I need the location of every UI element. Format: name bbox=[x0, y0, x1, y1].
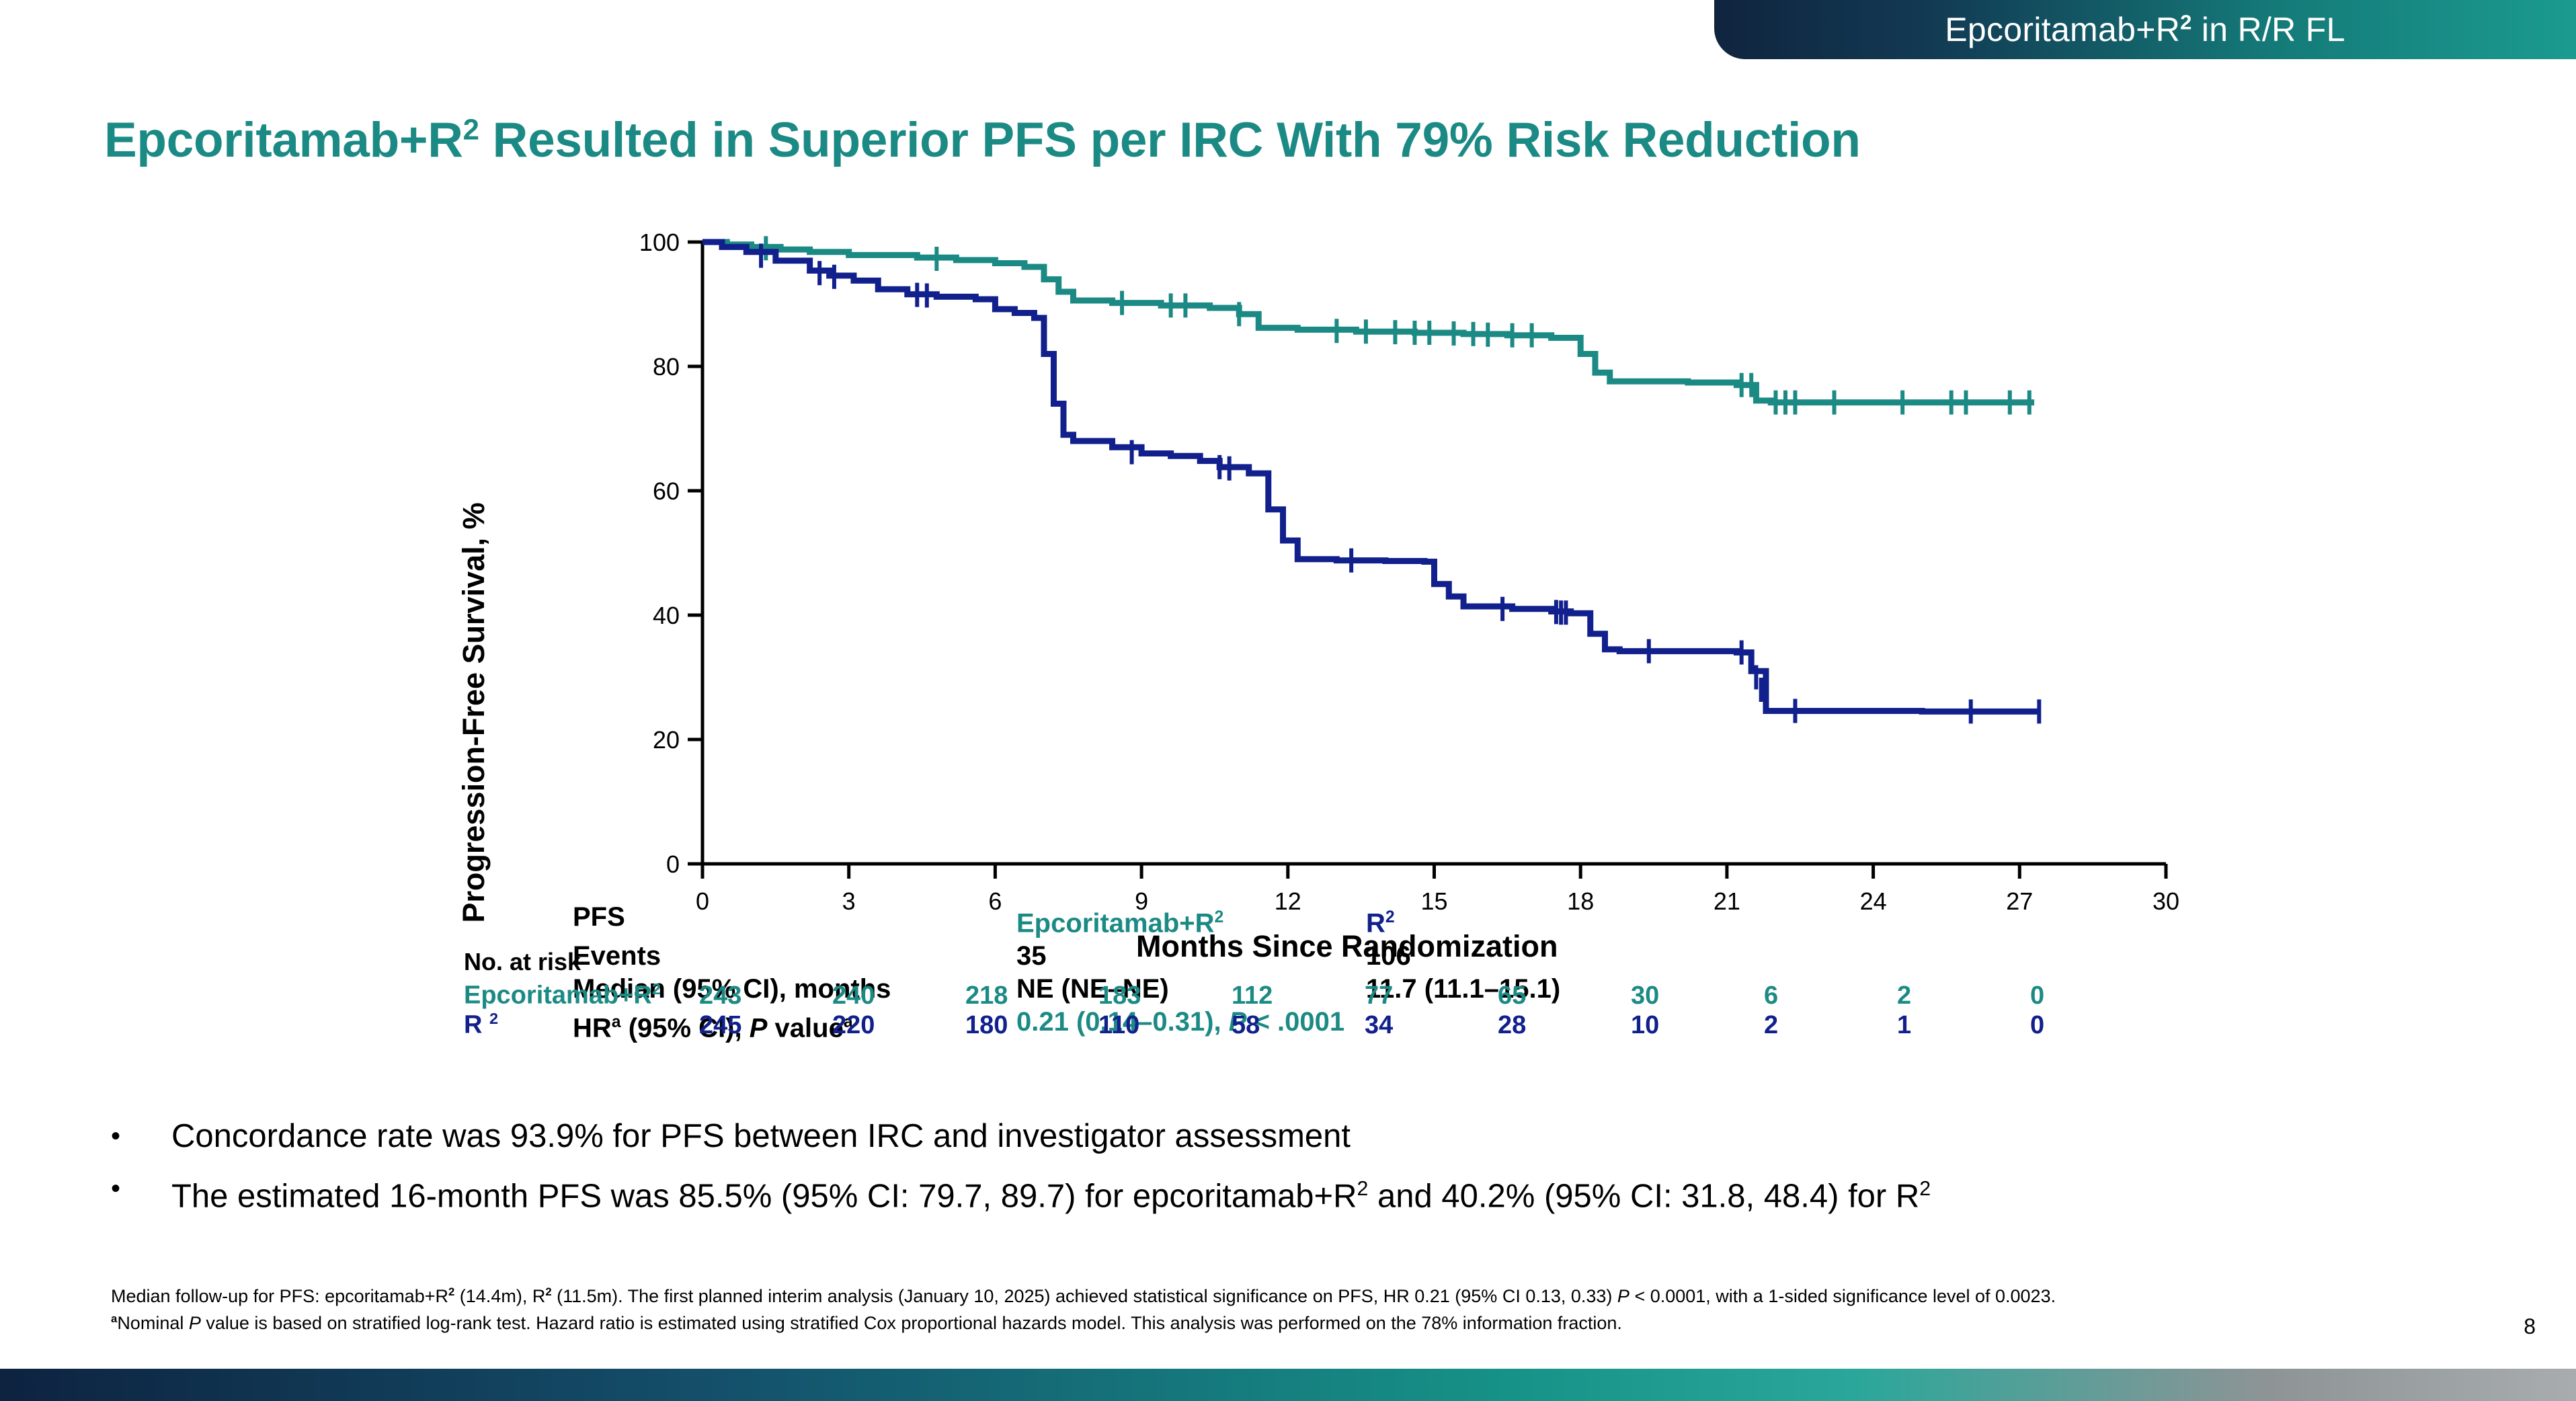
page-title-post: Resulted in Superior PFS per IRC With 79… bbox=[479, 112, 1861, 167]
stats-table: PFS Epcoritamab+R2 R2 Events 35 106 Medi… bbox=[573, 901, 1716, 1045]
svg-text:15: 15 bbox=[1420, 887, 1447, 915]
km-plot-svg: Progression-Free Survival, % 02040608010… bbox=[456, 229, 2179, 923]
page-title-superscript: 2 bbox=[462, 113, 479, 147]
footnote-line-1: Median follow-up for PFS: epcoritamab+R2… bbox=[111, 1285, 2056, 1306]
svg-text:3: 3 bbox=[842, 887, 856, 915]
bullet-list: • Concordance rate was 93.9% for PFS betw… bbox=[111, 1116, 1931, 1228]
list-item: • Concordance rate was 93.9% for PFS betw… bbox=[111, 1116, 1931, 1156]
km-chart: Progression-Free Survival, % 0 20 40 60 80 10… bbox=[0, 202, 2576, 1043]
risk-cell: 180 bbox=[965, 1010, 1008, 1039]
stats-row-median: Median (95% CI), months NE (NE–NE) 11.7 … bbox=[573, 973, 1716, 1006]
page-title: Epcoritamab+R2 Resulted in Superior PFS … bbox=[104, 112, 1861, 168]
stats-row-median-arm1: NE (NE–NE) bbox=[1016, 974, 1169, 1004]
risk-cell: 0 bbox=[2030, 981, 2045, 1010]
risk-cell: 77 bbox=[1365, 981, 1394, 1010]
y-axis-ticks: 0 20 40 60 80 100 bbox=[639, 229, 702, 878]
stats-table-header-row: PFS Epcoritamab+R2 R2 bbox=[573, 901, 1716, 940]
bullet-text: The estimated 16-month PFS was 85.5% (95… bbox=[171, 1177, 1931, 1215]
svg-text:60: 60 bbox=[653, 477, 680, 505]
risk-cell: 34 bbox=[1365, 1010, 1394, 1039]
risk-cell: 110 bbox=[1098, 1010, 1140, 1039]
km-curve bbox=[702, 239, 2040, 715]
bullet-dot-icon: • bbox=[111, 1121, 121, 1151]
risk-row-label: Epcoritamab+R2 bbox=[464, 980, 661, 1010]
bullet-text: Concordance rate was 93.9% for PFS betwe… bbox=[171, 1118, 1351, 1154]
page-number: 8 bbox=[2524, 1314, 2536, 1338]
header-banner-text-post: in R/R FL bbox=[2191, 11, 2345, 48]
footnote-line-2: aNominal P value is based on stratified … bbox=[111, 1312, 1622, 1333]
svg-text:40: 40 bbox=[653, 602, 680, 629]
risk-row-values: 245 220 180 110 58 34 28 10 2 1 0 bbox=[699, 1011, 2163, 1040]
risk-cell: 2 bbox=[1897, 981, 1912, 1010]
svg-text:100: 100 bbox=[639, 229, 680, 256]
stats-header-arm1: Epcoritamab+R2 bbox=[1016, 908, 1224, 938]
header-banner: Epcoritamab+R2 in R/R FL bbox=[1714, 0, 2576, 59]
km-curves bbox=[702, 236, 2042, 724]
stats-row-hr-label: HRa (95% CI), P valuea bbox=[573, 1013, 853, 1043]
stats-row-events: Events 35 106 bbox=[573, 940, 1716, 973]
svg-text:24: 24 bbox=[1860, 887, 1887, 915]
risk-cell: 30 bbox=[1631, 981, 1660, 1010]
svg-text:20: 20 bbox=[653, 726, 680, 754]
footer-gradient-bar bbox=[0, 1369, 2576, 1401]
header-banner-label: Epcoritamab+R2 in R/R FL bbox=[1945, 10, 2345, 49]
risk-cell: 243 bbox=[699, 981, 742, 1010]
risk-table-title: No. at risk bbox=[464, 948, 581, 975]
stats-row-hr-value: 0.21 (0.14–0.31), P < .0001 bbox=[1016, 1007, 1345, 1037]
risk-table-row: R 2 245 220 180 110 58 34 28 10 2 1 0 bbox=[464, 1010, 2163, 1039]
risk-table: No. at risk Epcoritamab+R2 243 240 218 183 11… bbox=[464, 948, 2163, 1039]
risk-cell: 1 bbox=[1897, 1010, 1912, 1039]
x-axis-ticks: 0 3 6 9 12 15 18 21 24 27 30 bbox=[696, 864, 2179, 915]
svg-text:80: 80 bbox=[653, 353, 680, 381]
stats-row-median-arm2: 11.7 (11.1–15.1) bbox=[1366, 974, 1561, 1004]
km-curve bbox=[702, 239, 2035, 406]
risk-cell: 183 bbox=[1098, 981, 1141, 1010]
svg-text:0: 0 bbox=[666, 850, 680, 878]
svg-text:9: 9 bbox=[1135, 887, 1148, 915]
stats-row-events-arm2: 106 bbox=[1366, 941, 1411, 971]
header-banner-superscript: 2 bbox=[2180, 10, 2192, 34]
risk-row-values: 243 240 218 183 112 77 65 30 6 2 0 bbox=[699, 982, 2163, 1010]
risk-cell: 240 bbox=[832, 981, 875, 1010]
svg-text:21: 21 bbox=[1714, 887, 1740, 915]
risk-cell: 0 bbox=[2030, 1010, 2045, 1039]
stats-header-label: PFS bbox=[573, 902, 625, 932]
svg-text:30: 30 bbox=[2152, 887, 2179, 915]
risk-row-label: R 2 bbox=[464, 1010, 499, 1039]
svg-text:18: 18 bbox=[1567, 887, 1594, 915]
y-axis-title: Progression-Free Survival, % bbox=[456, 502, 491, 922]
stats-row-events-arm1: 35 bbox=[1016, 941, 1047, 971]
risk-table-row: Epcoritamab+R2 243 240 218 183 112 77 65 30 6 2 0 bbox=[464, 980, 2163, 1010]
bullet-dot-icon: • bbox=[111, 1174, 121, 1203]
svg-text:27: 27 bbox=[2006, 887, 2033, 915]
risk-cell: 10 bbox=[1631, 1010, 1660, 1039]
risk-cell: 220 bbox=[832, 1010, 875, 1039]
footnotes: Median follow-up for PFS: epcoritamab+R2… bbox=[111, 1281, 2056, 1334]
risk-cell: 245 bbox=[699, 1010, 742, 1039]
list-item: • The estimated 16-month PFS was 85.5% (9… bbox=[111, 1168, 1931, 1216]
svg-text:12: 12 bbox=[1275, 887, 1301, 915]
stats-row-events-label: Events bbox=[573, 941, 661, 971]
stats-header-arm2: R2 bbox=[1366, 908, 1395, 938]
header-banner-text-pre: Epcoritamab+R bbox=[1945, 11, 2181, 48]
risk-cell: 2 bbox=[1764, 1010, 1779, 1039]
stats-row-median-label: Median (95% CI), months bbox=[573, 974, 891, 1004]
svg-text:6: 6 bbox=[988, 887, 1002, 915]
risk-table-rows: Epcoritamab+R2 243 240 218 183 112 77 65 30 6 2 0 R … bbox=[464, 980, 2163, 1039]
risk-cell: 58 bbox=[1232, 1010, 1260, 1039]
svg-text:0: 0 bbox=[696, 887, 709, 915]
x-axis-title: Months Since Randomization bbox=[1136, 929, 1558, 963]
risk-cell: 112 bbox=[1232, 981, 1273, 1010]
risk-cell: 65 bbox=[1498, 981, 1527, 1010]
page-title-pre: Epcoritamab+R bbox=[104, 112, 463, 167]
risk-cell: 218 bbox=[965, 981, 1008, 1010]
stats-row-hr: HRa (95% CI), P valuea 0.21 (0.14–0.31),… bbox=[573, 1006, 1716, 1045]
risk-cell: 28 bbox=[1498, 1010, 1527, 1039]
risk-cell: 6 bbox=[1764, 981, 1779, 1010]
